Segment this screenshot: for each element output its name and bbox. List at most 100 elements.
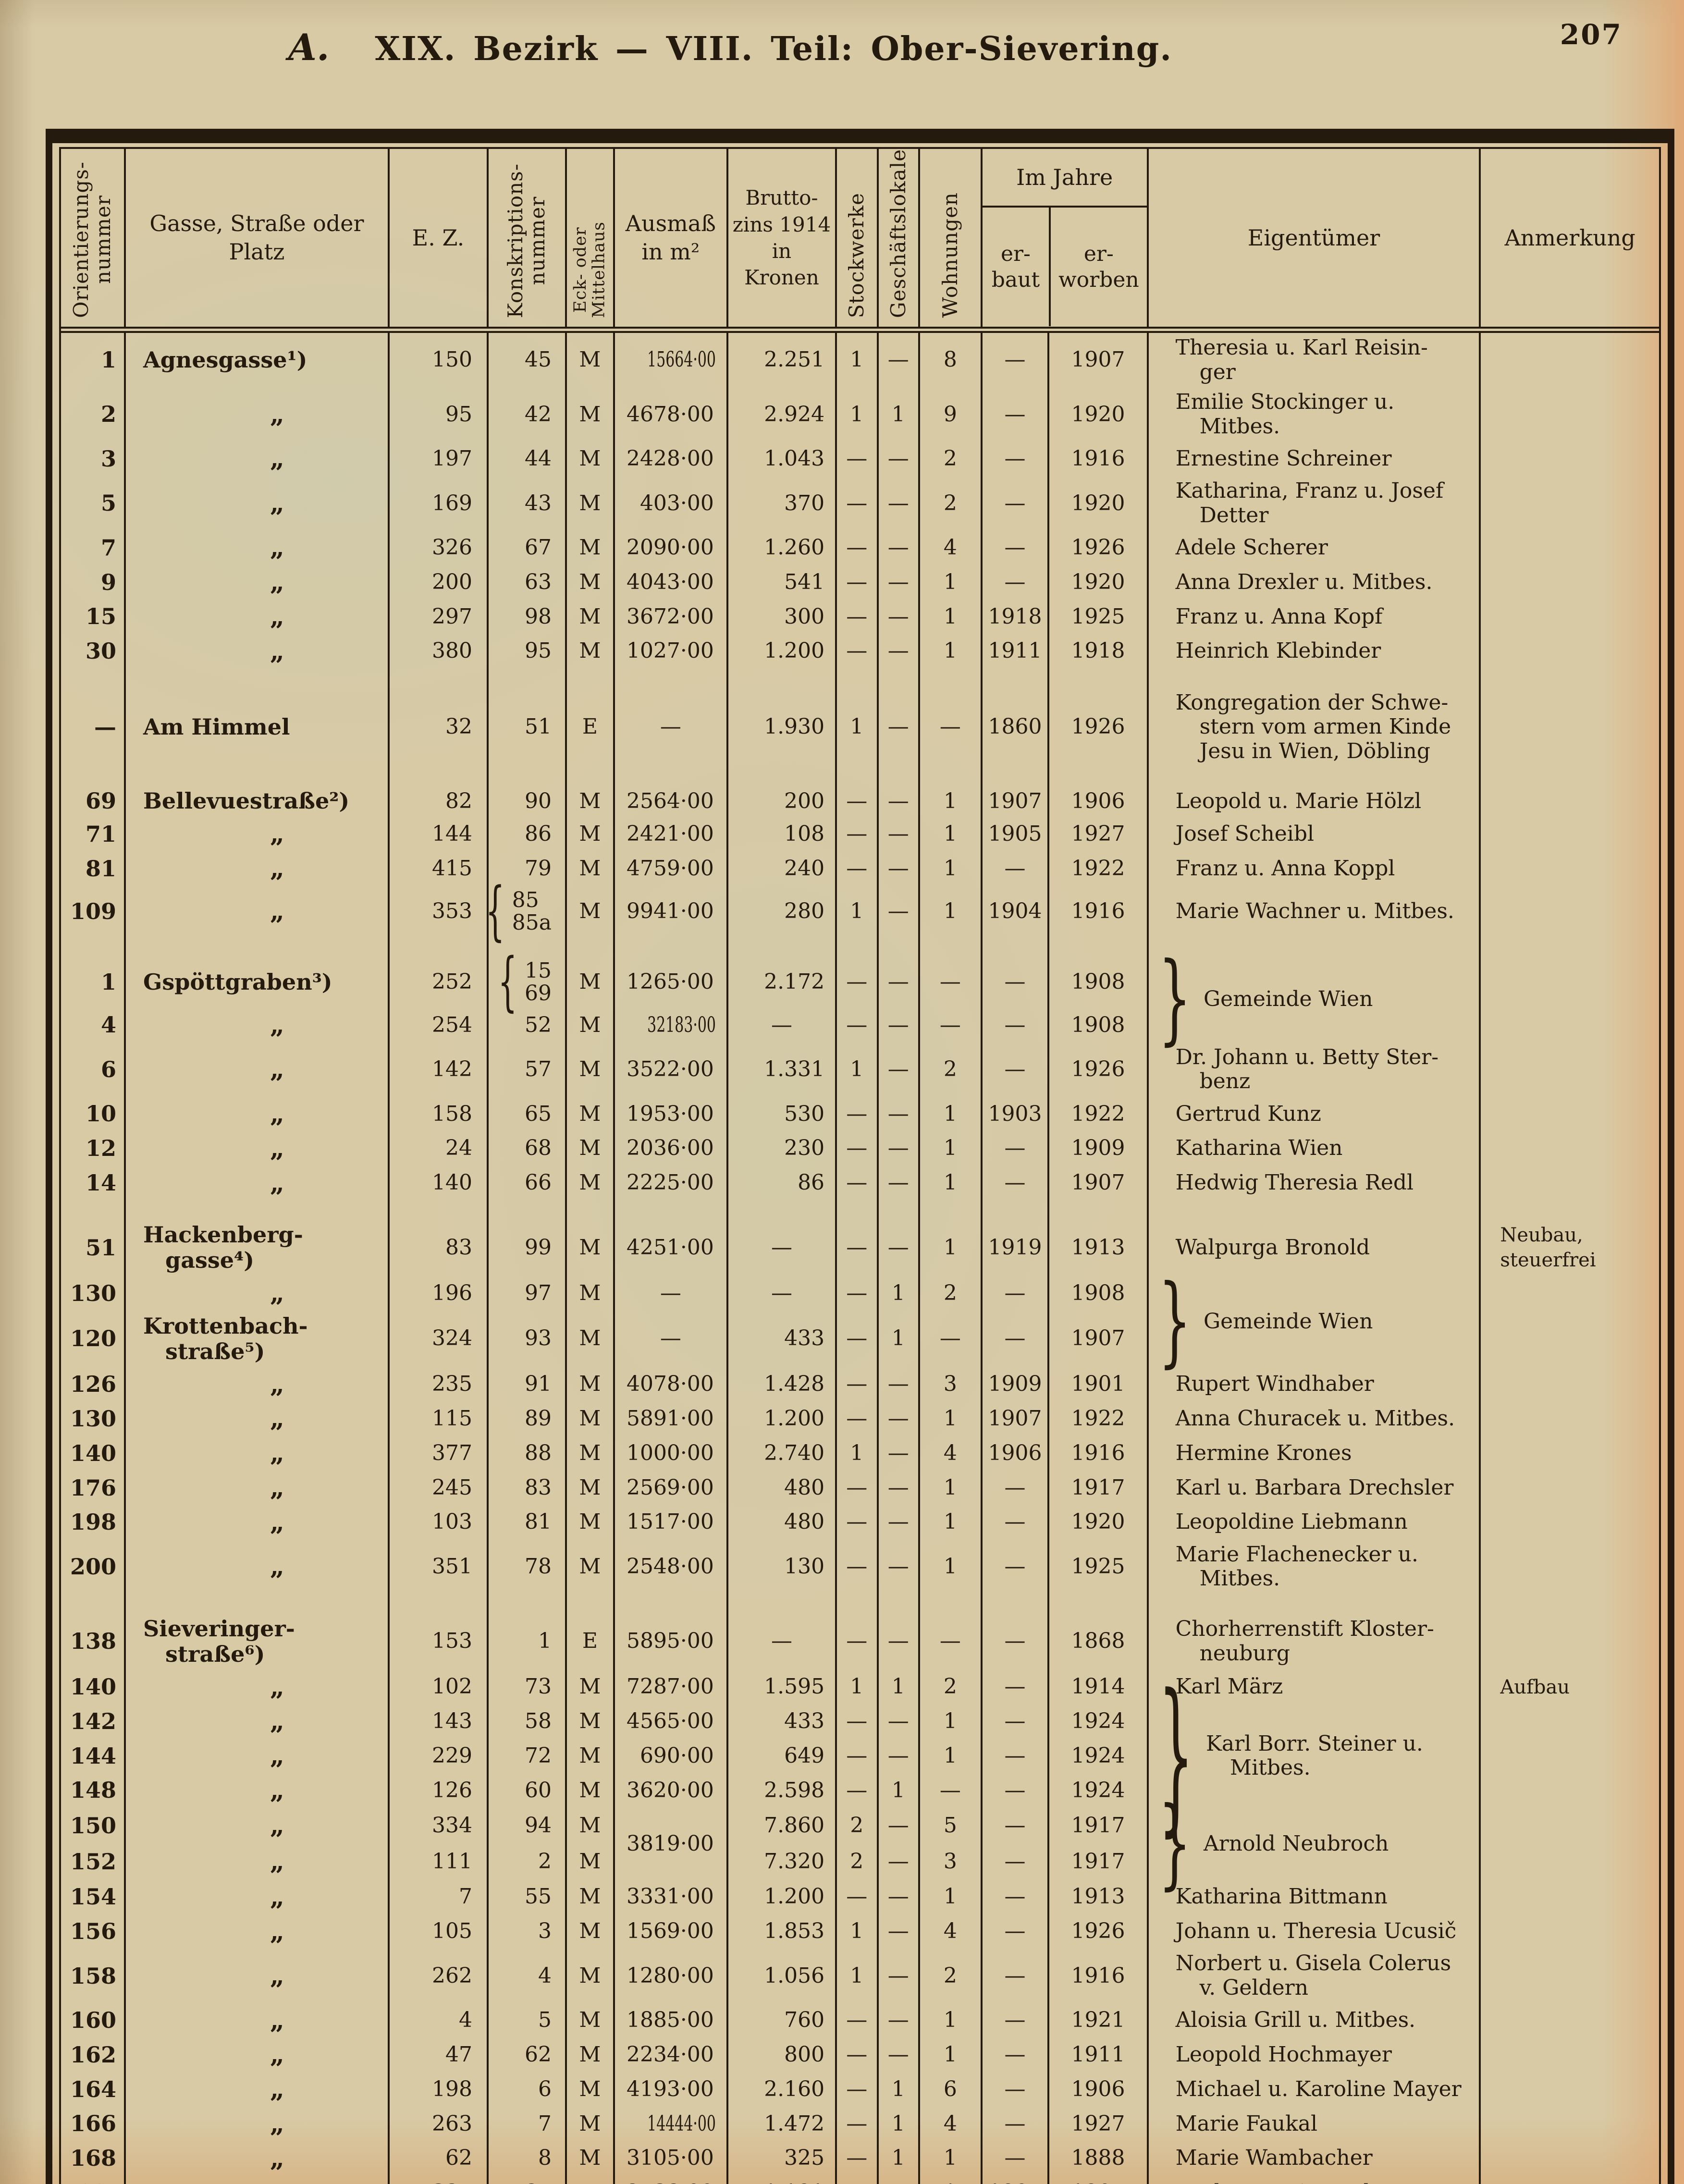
cell-stockwerke: — <box>836 600 879 634</box>
cell-erbaut: — <box>981 1539 1050 1594</box>
cell-anmerkung <box>1480 1276 1659 1311</box>
table-row: 130 „ 196 97 M — — —1 2—1908} Gemeinde Wien <box>61 1265 1659 1377</box>
table-row: 168 „ 62 8 M 3105·00 325—1 1—1888 Marie Wambache… <box>61 2141 1659 2176</box>
cell-wohnungen: 1 <box>919 634 983 669</box>
cell-erworben: 1920 <box>1048 1505 1149 1540</box>
cell-orientierungsnummer: 152 <box>61 1843 126 1880</box>
cell-erbaut: 1905 <box>981 2175 1050 2184</box>
cell-ausmass: 4759·00 <box>614 851 728 886</box>
cell-ausmass: 14444·00 <box>614 2106 728 2141</box>
col-header-eigentuemer-label: Eigentümer <box>1247 224 1380 251</box>
cell-eck-mittelhaus: M <box>566 2141 615 2176</box>
cell-erworben: 1908 <box>1048 937 1149 1008</box>
cell-orientierungsnummer: 6 <box>61 1042 126 1097</box>
cell-eck-mittelhaus: M <box>566 634 615 669</box>
cell-anmerkung <box>1480 1008 1659 1043</box>
cell-wohnungen: 2 <box>919 1949 983 2003</box>
col-header-konskriptionsnummer-label: Konskriptions- nummer <box>504 163 550 319</box>
cell-orientierungsnummer: 109 <box>61 885 126 937</box>
cell-eck-mittelhaus: E <box>566 668 615 767</box>
cell-geschaeftslokale: 1 <box>877 1310 921 1367</box>
cell-bruttozins: — <box>727 1007 837 1043</box>
cell-ez: 158 <box>388 1096 489 1131</box>
cell-eigentuemer: Katharina, Franz u. Josef Detter <box>1147 476 1481 531</box>
cell-bruttozins: 480 <box>727 1471 837 1505</box>
cell-eigentuemer: Johann u. Theresia Ucusič <box>1147 1914 1481 1949</box>
cell-eck-mittelhaus: M <box>566 1471 615 1505</box>
cell-anmerkung: Neubau, steuerfrei <box>1500 1224 1596 1272</box>
cell-eck-mittelhaus: M <box>566 1166 615 1201</box>
cell-street-ditto: „ <box>125 1704 390 1739</box>
cell-bruttozins: 1.191 <box>727 2175 837 2184</box>
cell-ez: 235 <box>388 1367 489 1402</box>
cell-orientierungsnummer: 164 <box>61 2072 126 2107</box>
cell-street-ditto: „ <box>125 600 390 634</box>
cell-erworben: 1920 <box>1048 387 1149 442</box>
cell-ausmass: 2538·00 <box>614 2175 728 2184</box>
cell-konskriptionsnummer: 42 <box>488 387 567 442</box>
cell-street: Hackenberg-gasse⁴) <box>125 1200 390 1276</box>
title-text: XIX. Bezirk — VIII. Teil: Ober-Sievering… <box>375 30 1172 68</box>
col-header-stockwerke-label: Stockwerke <box>845 192 869 319</box>
table-row: 15 „ 297 98 M 3672·00 300— —1 1918 1925 Franz u. A… <box>61 600 1659 634</box>
cell-eck-mittelhaus: M <box>566 817 615 852</box>
cell-ausmass: 1000·00 <box>614 1436 728 1471</box>
cell-bruttozins: 480 <box>727 1505 837 1540</box>
cell-stockwerke: 1 <box>836 330 879 388</box>
cell-anmerkung <box>1480 2107 1659 2141</box>
cell-ez: 297 <box>388 600 489 634</box>
table-row: 7 „ 326 67 M 2090·00 1.260— —4—1926 Adele Schere… <box>61 530 1659 565</box>
cell-konskriptionsnummer: 93 <box>488 1310 567 1367</box>
cell-stockwerke: — <box>836 442 879 477</box>
cell-orientierungsnummer: 120 <box>61 1310 126 1367</box>
cell-wohnungen: 9 <box>919 387 983 442</box>
cell-stockwerke: — <box>836 766 879 817</box>
cell-stockwerke: — <box>836 2106 879 2141</box>
cell-stockwerke: — <box>836 634 879 669</box>
cell-orientierungsnummer: 176 <box>61 1471 126 1505</box>
cell-ausmass: 403·00 <box>614 476 728 531</box>
cell-geschaeftslokale: — <box>877 1436 921 1471</box>
cell-geschaeftslokale: — <box>877 1739 921 1773</box>
cell-ausmass: 4078·00 <box>614 1367 728 1402</box>
cell-erbaut: — <box>981 1042 1050 1097</box>
brace-right-icon: } <box>1158 1659 1193 1853</box>
cell-erworben: 1924 <box>1048 1773 1149 1808</box>
table-row: 69 Bellevuestraße²) 82 90 M 2564·00 200— —1 1907… <box>61 766 1659 817</box>
cell-orientierungsnummer: 140 <box>61 1669 126 1705</box>
cell-konskriptionsnummer: 68 <box>488 1131 567 1166</box>
cell-orientierungsnummer: 156 <box>61 1914 126 1949</box>
cell-erworben: 1922 <box>1048 1096 1149 1131</box>
cell-anmerkung <box>1480 2003 1659 2038</box>
cell-erworben: 1908 <box>1048 1276 1149 1311</box>
cell-erbaut: — <box>981 1773 1050 1808</box>
cell-ausmass: 1569·00 <box>614 1914 728 1949</box>
cell-geschaeftslokale: — <box>877 634 921 669</box>
cell-ez: 197 <box>388 442 489 477</box>
cell-eck-mittelhaus: M <box>566 1949 615 2003</box>
cell-orientierungsnummer: 1 <box>61 937 126 1008</box>
cell-stockwerke: — <box>836 1096 879 1131</box>
cell-erworben: 1888 <box>1048 2141 1149 2176</box>
cell-eigentuemer: Gertrud Kunz <box>1147 1096 1481 1131</box>
cell-wohnungen: 2 <box>919 1042 983 1097</box>
cell-street-ditto: „ <box>125 2072 390 2107</box>
table-frame-inner: Orientierungs- nummer Gasse, Straße oder… <box>59 147 1661 2184</box>
cell-anmerkung <box>1480 1367 1659 1402</box>
cell-erbaut: — <box>981 1594 1050 1670</box>
cell-street-ditto: „ <box>125 1807 390 1844</box>
cell-bruttozins: 2.251 <box>727 330 837 388</box>
cell-ez: 143 <box>388 1704 489 1739</box>
cell-eck-mittelhaus: M <box>566 1401 615 1436</box>
cell-erbaut: — <box>981 1669 1050 1705</box>
cell-stockwerke: — <box>836 1471 879 1505</box>
cell-ez: 229 <box>388 1739 489 1773</box>
cell-geschaeftslokale: — <box>877 1042 921 1097</box>
cell-erbaut: — <box>981 1505 1050 1540</box>
cell-wohnungen: 1 <box>919 1739 983 1773</box>
cell-stockwerke: — <box>836 1739 879 1773</box>
cell-ausmass: 2036·00 <box>614 1131 728 1166</box>
cell-ez: 169 <box>388 476 489 531</box>
brace-right-icon: } <box>1158 1264 1192 1378</box>
cell-eck-mittelhaus: M <box>566 1200 615 1276</box>
